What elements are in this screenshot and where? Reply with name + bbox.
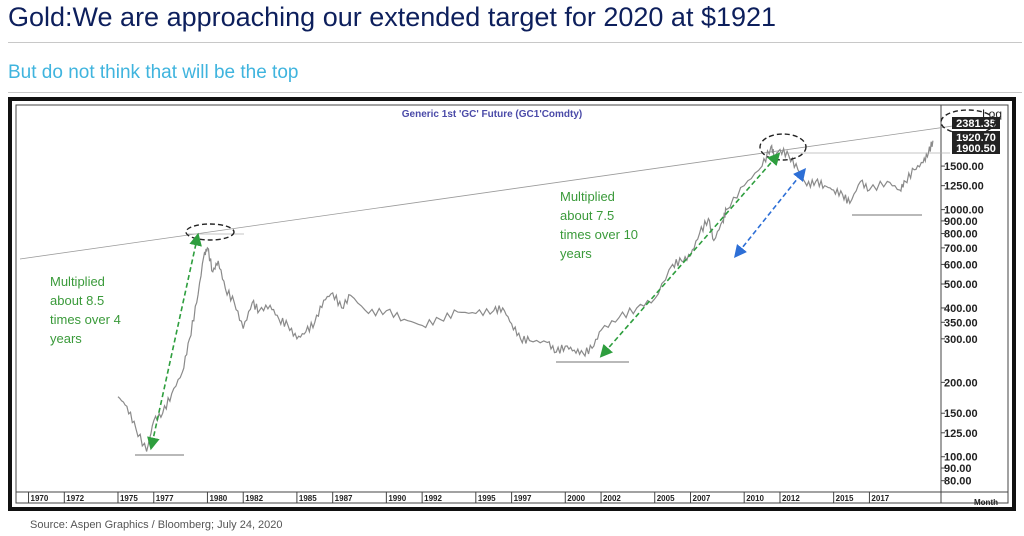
y-tick-label: 1000.00 — [944, 205, 984, 217]
annotation-1: Multiplied about 8.5 times over 4 years — [50, 274, 124, 346]
x-axis-ticks: 1970 1972 1975 1977 1980 1982 1985 1987 1990 1992… — [28, 492, 890, 503]
y-tick-label: 300.00 — [944, 334, 978, 346]
long-term-trendline — [19, 118, 1003, 260]
page-subtitle: But do not think that will be the top — [8, 62, 299, 83]
y-tick-label: 600.00 — [944, 259, 978, 271]
price-label: 2381.35 — [956, 118, 996, 130]
x-tick-label: 2002 — [603, 494, 621, 503]
arrow-green-1975-1980 — [147, 232, 202, 451]
x-tick-label: 1980 — [209, 494, 227, 503]
chart-title: Generic 1st 'GC' Future (GC1'Comdty) — [402, 109, 583, 120]
y-tick-label: 1500.00 — [944, 161, 984, 173]
y-tick-label: 125.00 — [944, 428, 978, 440]
x-tick-label: 2000 — [567, 494, 585, 503]
y-tick-label: 400.00 — [944, 303, 978, 315]
subtitle-divider — [8, 92, 1022, 93]
x-tick-label: 2005 — [657, 494, 675, 503]
annotation-2: Multiplied about 7.5 times over 10 years — [560, 189, 642, 261]
y-tick-label: 350.00 — [944, 317, 978, 329]
x-tick-label: 1977 — [156, 494, 174, 503]
arrow-blue-2008-2012 — [734, 168, 806, 258]
y-tick-label: 800.00 — [944, 229, 978, 241]
price-label-box — [952, 117, 1000, 129]
y-tick-label: 500.00 — [944, 279, 978, 291]
x-tick-label: 2017 — [871, 494, 889, 503]
x-tick-label: 1987 — [335, 494, 353, 503]
y-tick-label: 100.00 — [944, 452, 978, 464]
price-label: 1920.70 — [956, 132, 996, 144]
oval-1980-peak — [185, 223, 235, 241]
chart-frame: Generic 1st 'GC' Future (GC1'Comdty) Log… — [8, 97, 1016, 511]
x-tick-label: 1997 — [514, 494, 532, 503]
x-tick-label: 2010 — [746, 494, 764, 503]
oval-2011-peak — [759, 133, 807, 161]
source-note: Source: Aspen Graphics / Bloomberg; July… — [30, 519, 283, 531]
y-tick-label: 1250.00 — [944, 181, 984, 193]
y-tick-label: 150.00 — [944, 408, 978, 420]
x-tick-label: 1972 — [66, 494, 84, 503]
x-axis-label: Month — [974, 498, 998, 507]
x-tick-label: 1970 — [31, 494, 49, 503]
y-tick-label: 80.00 — [944, 476, 972, 488]
price-label: 1900.50 — [956, 143, 996, 155]
y-tick-label: 90.00 — [944, 463, 972, 475]
x-tick-label: 1992 — [424, 494, 442, 503]
title-divider — [8, 42, 1022, 43]
arrow-green-2001-2011 — [599, 152, 781, 358]
y-tick-label: 200.00 — [944, 377, 978, 389]
x-tick-label: 1982 — [245, 494, 263, 503]
x-tick-label: 1990 — [388, 494, 406, 503]
x-tick-label: 1995 — [478, 494, 496, 503]
oval-target — [940, 109, 996, 135]
x-tick-label: 1985 — [299, 494, 317, 503]
gold-price-chart: Generic 1st 'GC' Future (GC1'Comdty) Log… — [15, 104, 1009, 507]
plot-area — [15, 104, 1009, 504]
x-tick-label: 1975 — [120, 494, 138, 503]
x-tick-label: 2012 — [782, 494, 800, 503]
price-label-box — [952, 142, 1000, 154]
page-title: Gold:We are approaching our extended tar… — [8, 2, 777, 32]
series-line-gold — [117, 140, 934, 452]
x-tick-label: 2007 — [693, 494, 711, 503]
y-tick-label: 900.00 — [944, 216, 978, 228]
y-tick-label: 700.00 — [944, 243, 978, 255]
x-tick-label: 2015 — [836, 494, 854, 503]
